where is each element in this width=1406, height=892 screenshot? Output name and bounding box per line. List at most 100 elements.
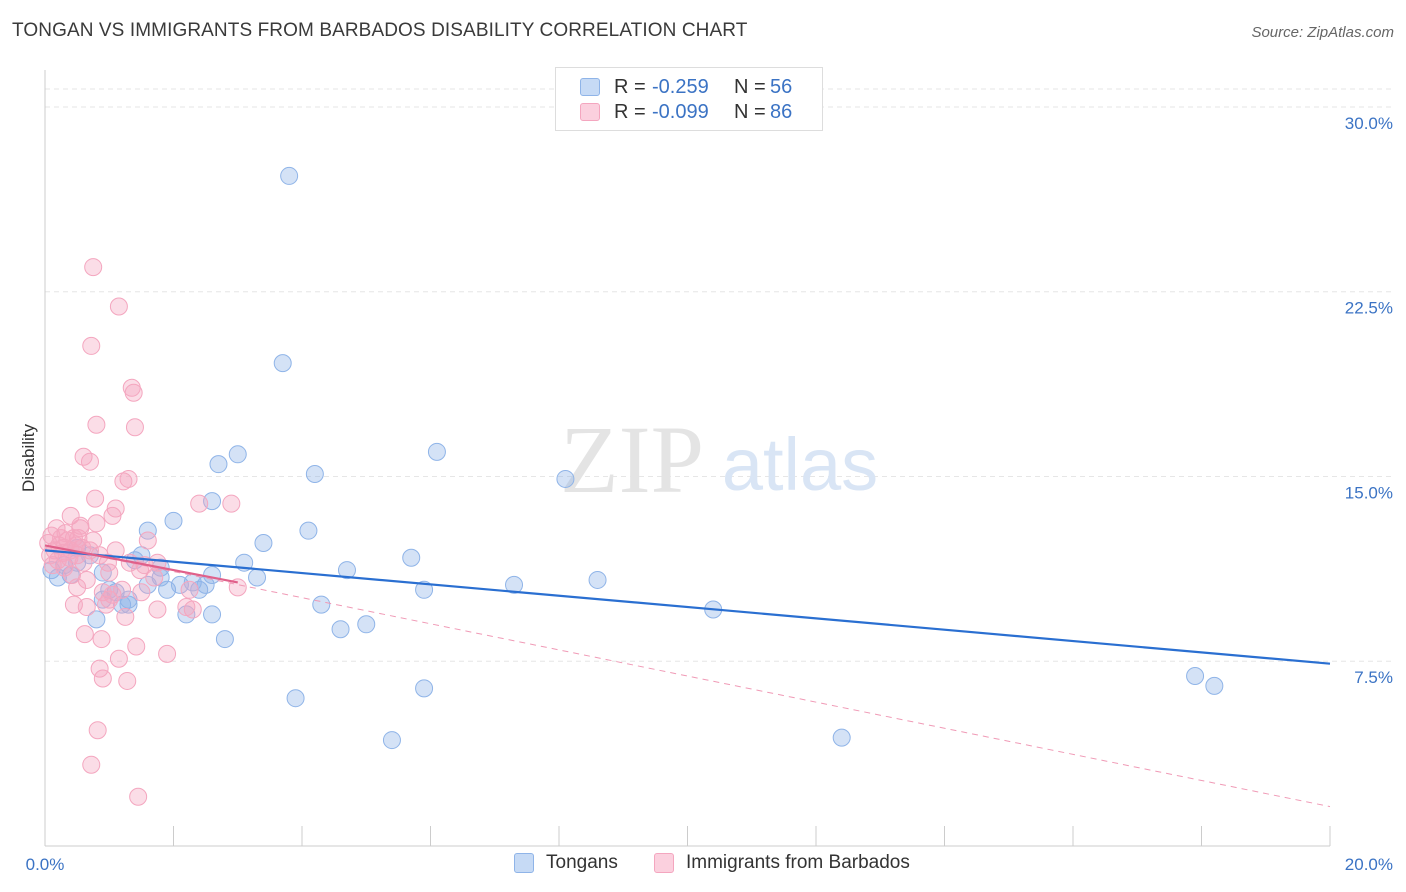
point-tongans — [402, 548, 421, 567]
point-barbados — [84, 258, 103, 277]
point-barbados — [222, 494, 241, 513]
point-barbados — [75, 625, 94, 644]
point-barbados — [77, 570, 96, 589]
point-tongans — [228, 445, 247, 464]
point-tongans — [93, 563, 112, 582]
point-barbados — [103, 585, 122, 604]
legend-r-label: R = — [614, 100, 646, 123]
watermark-zip: ZIP — [560, 406, 704, 513]
point-barbados — [138, 531, 157, 550]
trend-line-tongans — [44, 549, 1331, 665]
point-barbados — [125, 418, 144, 437]
point-tongans — [415, 580, 434, 599]
point-barbados — [124, 383, 143, 402]
point-barbados — [86, 489, 105, 508]
source-label: Source: ZipAtlas.com — [1251, 24, 1394, 41]
point-tongans — [415, 679, 434, 698]
point-barbados — [183, 600, 202, 619]
point-barbados — [43, 556, 62, 575]
chart-title: TONGAN VS IMMIGRANTS FROM BARBADOS DISAB… — [12, 20, 748, 41]
point-tongans — [299, 521, 318, 540]
point-barbados — [106, 499, 125, 518]
axes — [44, 70, 1331, 847]
series-legend: Tongans Immigrants from Barbados — [0, 852, 1406, 878]
point-tongans — [1186, 667, 1205, 686]
point-tongans — [556, 469, 575, 488]
point-tongans — [273, 354, 292, 373]
point-barbados — [82, 336, 101, 355]
point-barbados — [82, 755, 101, 774]
point-tongans — [209, 455, 228, 474]
point-tongans — [305, 465, 324, 484]
watermark: ZIP atlas — [560, 406, 878, 513]
point-barbados — [68, 578, 87, 597]
point-tongans — [248, 568, 267, 587]
legend-swatch-tongans — [580, 78, 600, 96]
legend-n-label: N = — [734, 75, 766, 98]
point-tongans — [286, 689, 305, 708]
point-barbados — [55, 558, 74, 577]
point-tongans — [164, 511, 183, 530]
point-tongans — [215, 630, 234, 649]
point-barbados — [61, 506, 80, 525]
y-tick-label: 7.5% — [1354, 668, 1393, 687]
legend-r-value: -0.099 — [652, 100, 709, 123]
legend-swatch-tongans — [514, 853, 534, 873]
point-tongans — [382, 731, 401, 750]
legend-n-label: N = — [734, 100, 766, 123]
point-tongans — [505, 575, 524, 594]
point-tongans — [138, 521, 157, 540]
y-tick-label: 22.5% — [1345, 299, 1393, 318]
point-tongans — [832, 728, 851, 747]
legend-n-value: 86 — [770, 100, 793, 123]
legend-item-tongans[interactable]: Tongans — [514, 852, 618, 874]
legend-n-value: 56 — [770, 75, 793, 98]
y-tick-label: 15.0% — [1345, 483, 1393, 502]
gridlines — [45, 88, 1393, 662]
legend-r-label: R = — [614, 75, 646, 98]
point-barbados — [80, 452, 99, 471]
point-tongans — [203, 605, 222, 624]
point-barbados — [228, 578, 247, 597]
legend-swatch-barbados — [654, 853, 674, 873]
point-barbados — [132, 583, 151, 602]
legend-label-barbados: Immigrants from Barbados — [686, 852, 910, 873]
point-barbados — [113, 580, 132, 599]
x-tick-label: 20.0% — [1345, 855, 1393, 874]
watermark-atlas: atlas — [722, 423, 878, 506]
point-barbados — [180, 580, 199, 599]
point-barbados — [114, 472, 133, 491]
point-tongans — [588, 570, 607, 589]
point-barbados — [93, 669, 112, 688]
point-barbados — [109, 649, 128, 668]
legend-swatch-barbados — [580, 103, 600, 121]
legend-item-barbados[interactable]: Immigrants from Barbados — [654, 852, 910, 874]
point-barbados — [100, 590, 119, 609]
legend-r-value: -0.259 — [652, 75, 709, 98]
point-tongans — [427, 442, 446, 461]
point-barbados — [148, 600, 167, 619]
point-barbados — [92, 630, 111, 649]
point-barbados — [90, 659, 109, 678]
trend-line-barbados — [44, 544, 238, 584]
point-barbados — [77, 598, 96, 617]
point-tongans — [280, 166, 299, 185]
point-tongans — [312, 595, 331, 614]
correlation-legend: R = -0.259 N = 56 R = -0.099 N = 86 — [555, 67, 823, 131]
point-barbados — [190, 494, 209, 513]
point-barbados — [145, 568, 164, 587]
point-barbados — [127, 637, 146, 656]
legend-row-barbados: R = -0.099 N = 86 — [580, 100, 792, 124]
point-barbados — [87, 514, 106, 533]
point-tongans — [357, 615, 376, 634]
legend-label-tongans: Tongans — [546, 852, 618, 873]
trend-line-barbados-extended — [44, 544, 1331, 808]
point-barbados — [100, 563, 119, 582]
point-barbados — [87, 415, 106, 434]
point-barbados — [71, 516, 90, 535]
point-barbados — [119, 469, 138, 488]
point-tongans — [337, 561, 356, 580]
point-tongans — [87, 610, 106, 629]
trend-lines — [44, 544, 1331, 808]
